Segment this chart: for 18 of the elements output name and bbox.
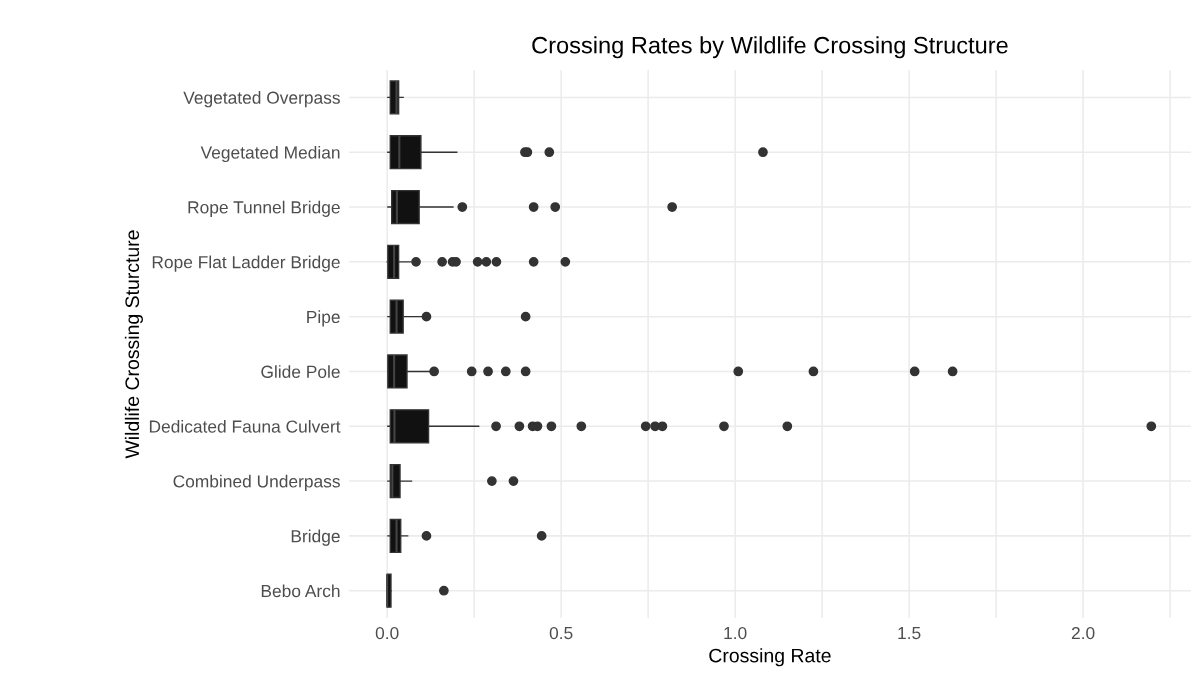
y-tick-label: Rope Tunnel Bridge [188, 200, 340, 217]
y-axis-title: Wildlife Crossing Sturcture [124, 230, 143, 459]
y-tick-label: Vegetated Median [200, 145, 340, 163]
y-tick-label: Rope Flat Ladder Bridge [152, 255, 340, 272]
y-tick-label: Bridge [291, 529, 340, 546]
y-tick-label: Pipe [307, 310, 340, 327]
y-tick-label: Glide Pole [261, 365, 340, 378]
y-tick-label: Dedicated Fauna Culvert [149, 419, 341, 433]
chart-title: Crossing Rates by Wildlife Crossing Structure [532, 36, 1008, 59]
x-tick-label: 1.5 [898, 627, 921, 640]
y-tick-label: Vegetated Overpass [183, 91, 340, 108]
x-tick-label: 2.0 [1071, 626, 1095, 640]
x-tick-label: 1.0 [724, 626, 747, 640]
x-tick-label: 0.0 [375, 626, 399, 640]
x-axis-title: Crossing Rate [709, 648, 831, 667]
y-tick-label: Combined Underpass [173, 474, 340, 491]
x-tick-label: 0.5 [549, 626, 573, 640]
y-tick-label: Bebo Arch [261, 584, 340, 598]
